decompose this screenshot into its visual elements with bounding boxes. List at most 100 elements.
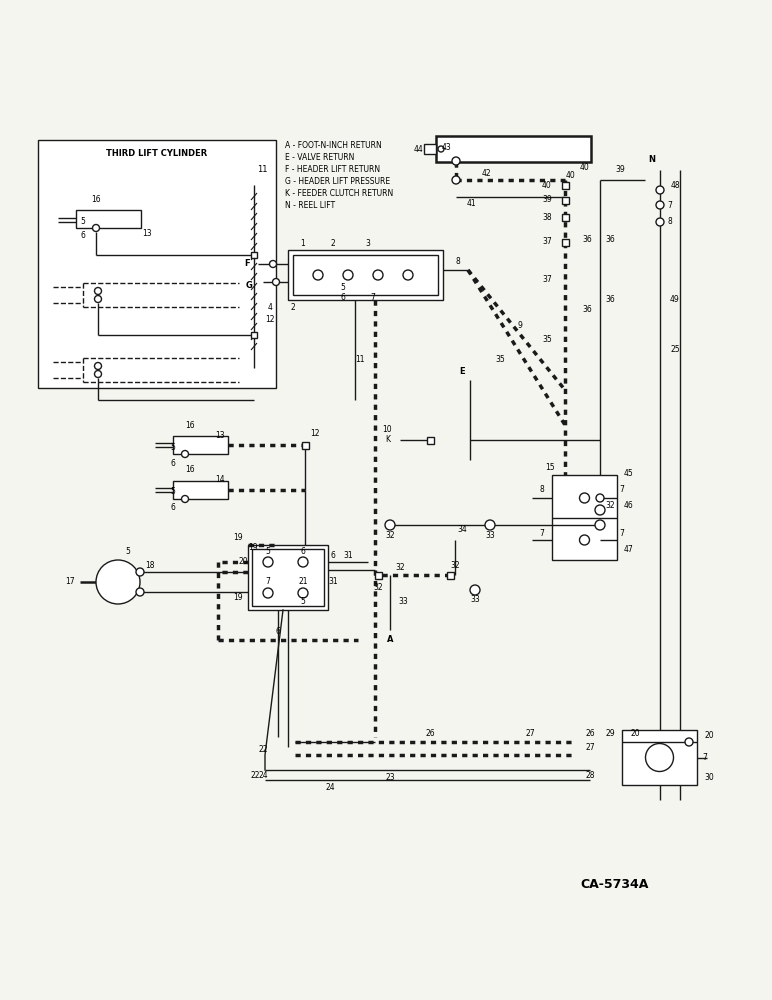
Circle shape (656, 186, 664, 194)
Text: 7: 7 (266, 578, 270, 586)
Text: 40: 40 (565, 170, 575, 180)
Text: 32: 32 (450, 560, 460, 570)
Text: 1: 1 (300, 238, 306, 247)
Bar (436, 136, 591, 162)
Circle shape (313, 270, 323, 280)
Text: 7: 7 (668, 200, 672, 210)
Text: 11: 11 (355, 356, 364, 364)
Text: 31: 31 (328, 578, 338, 586)
Circle shape (343, 270, 353, 280)
Text: 32: 32 (605, 500, 615, 510)
Bar (561, 238, 568, 245)
Text: N - REEL LIFT: N - REEL LIFT (285, 200, 335, 210)
Circle shape (403, 270, 413, 280)
Bar (561, 196, 568, 204)
Text: 7: 7 (703, 753, 707, 762)
Text: 11: 11 (257, 165, 267, 174)
Text: 13: 13 (215, 430, 225, 440)
Text: 6: 6 (330, 550, 336, 560)
Text: 25: 25 (670, 346, 680, 355)
Text: 24: 24 (258, 770, 268, 780)
Text: 7: 7 (620, 528, 625, 538)
Text: E: E (459, 367, 465, 376)
Text: 37: 37 (542, 237, 552, 246)
Bar (173, 436, 228, 454)
Text: 36: 36 (583, 306, 592, 314)
Text: 8: 8 (455, 257, 460, 266)
Circle shape (452, 157, 460, 165)
Text: 36: 36 (605, 296, 615, 304)
Text: 35: 35 (495, 356, 505, 364)
Circle shape (685, 738, 693, 746)
Text: 7: 7 (620, 486, 625, 494)
Text: 10: 10 (382, 426, 392, 434)
Text: 5: 5 (171, 488, 175, 496)
Circle shape (298, 557, 308, 567)
Text: 5: 5 (266, 548, 270, 556)
Text: 41: 41 (466, 200, 476, 209)
Text: 19: 19 (233, 593, 243, 602)
Text: 16: 16 (185, 420, 195, 430)
Text: 36: 36 (583, 235, 592, 244)
Circle shape (273, 278, 279, 286)
Text: 31: 31 (344, 550, 353, 560)
Text: THIRD LIFT CYLINDER: THIRD LIFT CYLINDER (107, 149, 208, 158)
Text: 46: 46 (624, 500, 634, 510)
Text: 4: 4 (268, 304, 273, 312)
Text: G - HEADER LIFT PRESSURE: G - HEADER LIFT PRESSURE (285, 176, 390, 186)
Text: 6: 6 (171, 458, 175, 468)
Text: 37: 37 (542, 275, 552, 284)
Circle shape (580, 535, 590, 545)
Circle shape (656, 218, 664, 226)
Bar (252, 549, 324, 606)
Text: 44: 44 (413, 144, 423, 153)
Text: 12: 12 (310, 428, 320, 438)
Bar (374, 572, 381, 578)
Text: 20: 20 (630, 730, 640, 738)
Circle shape (595, 520, 605, 530)
Text: 14: 14 (215, 476, 225, 485)
Circle shape (438, 146, 444, 152)
Text: 20: 20 (704, 730, 714, 740)
Text: K: K (385, 436, 390, 444)
Circle shape (645, 744, 673, 772)
Text: 28: 28 (585, 770, 594, 780)
Text: 49: 49 (670, 296, 680, 304)
Text: 15: 15 (545, 462, 555, 472)
Text: 6: 6 (80, 232, 86, 240)
Bar (38, 140, 276, 388)
Text: 5: 5 (126, 548, 130, 556)
Circle shape (485, 520, 495, 530)
Text: 7: 7 (540, 528, 544, 538)
Text: 17: 17 (65, 578, 75, 586)
Circle shape (263, 588, 273, 598)
Text: 6: 6 (276, 628, 280, 637)
Text: 22: 22 (250, 770, 259, 780)
Text: 13: 13 (142, 230, 152, 238)
Text: 18: 18 (145, 562, 154, 570)
Text: 40: 40 (580, 163, 590, 172)
Text: E - VALVE RETURN: E - VALVE RETURN (285, 152, 354, 161)
Text: 42: 42 (481, 168, 491, 178)
Text: 6: 6 (300, 548, 306, 556)
Bar (251, 332, 257, 338)
Text: 43: 43 (441, 142, 451, 151)
Text: 9: 9 (517, 320, 523, 330)
Bar (622, 730, 697, 785)
Text: 32: 32 (373, 582, 383, 591)
Text: 30: 30 (704, 772, 714, 782)
Text: 5: 5 (171, 442, 175, 452)
Text: A - FOOT-N-INCH RETURN: A - FOOT-N-INCH RETURN (285, 140, 381, 149)
Text: 39: 39 (542, 196, 552, 205)
Text: 21: 21 (298, 578, 308, 586)
Text: 2: 2 (330, 238, 335, 247)
Bar (173, 481, 228, 499)
Circle shape (595, 505, 605, 515)
Text: CA-5734A: CA-5734A (580, 879, 648, 892)
Text: 23: 23 (385, 774, 394, 782)
Bar (561, 214, 568, 221)
Text: 36: 36 (605, 235, 615, 244)
Circle shape (94, 288, 101, 294)
Circle shape (263, 557, 273, 567)
Circle shape (181, 450, 188, 458)
